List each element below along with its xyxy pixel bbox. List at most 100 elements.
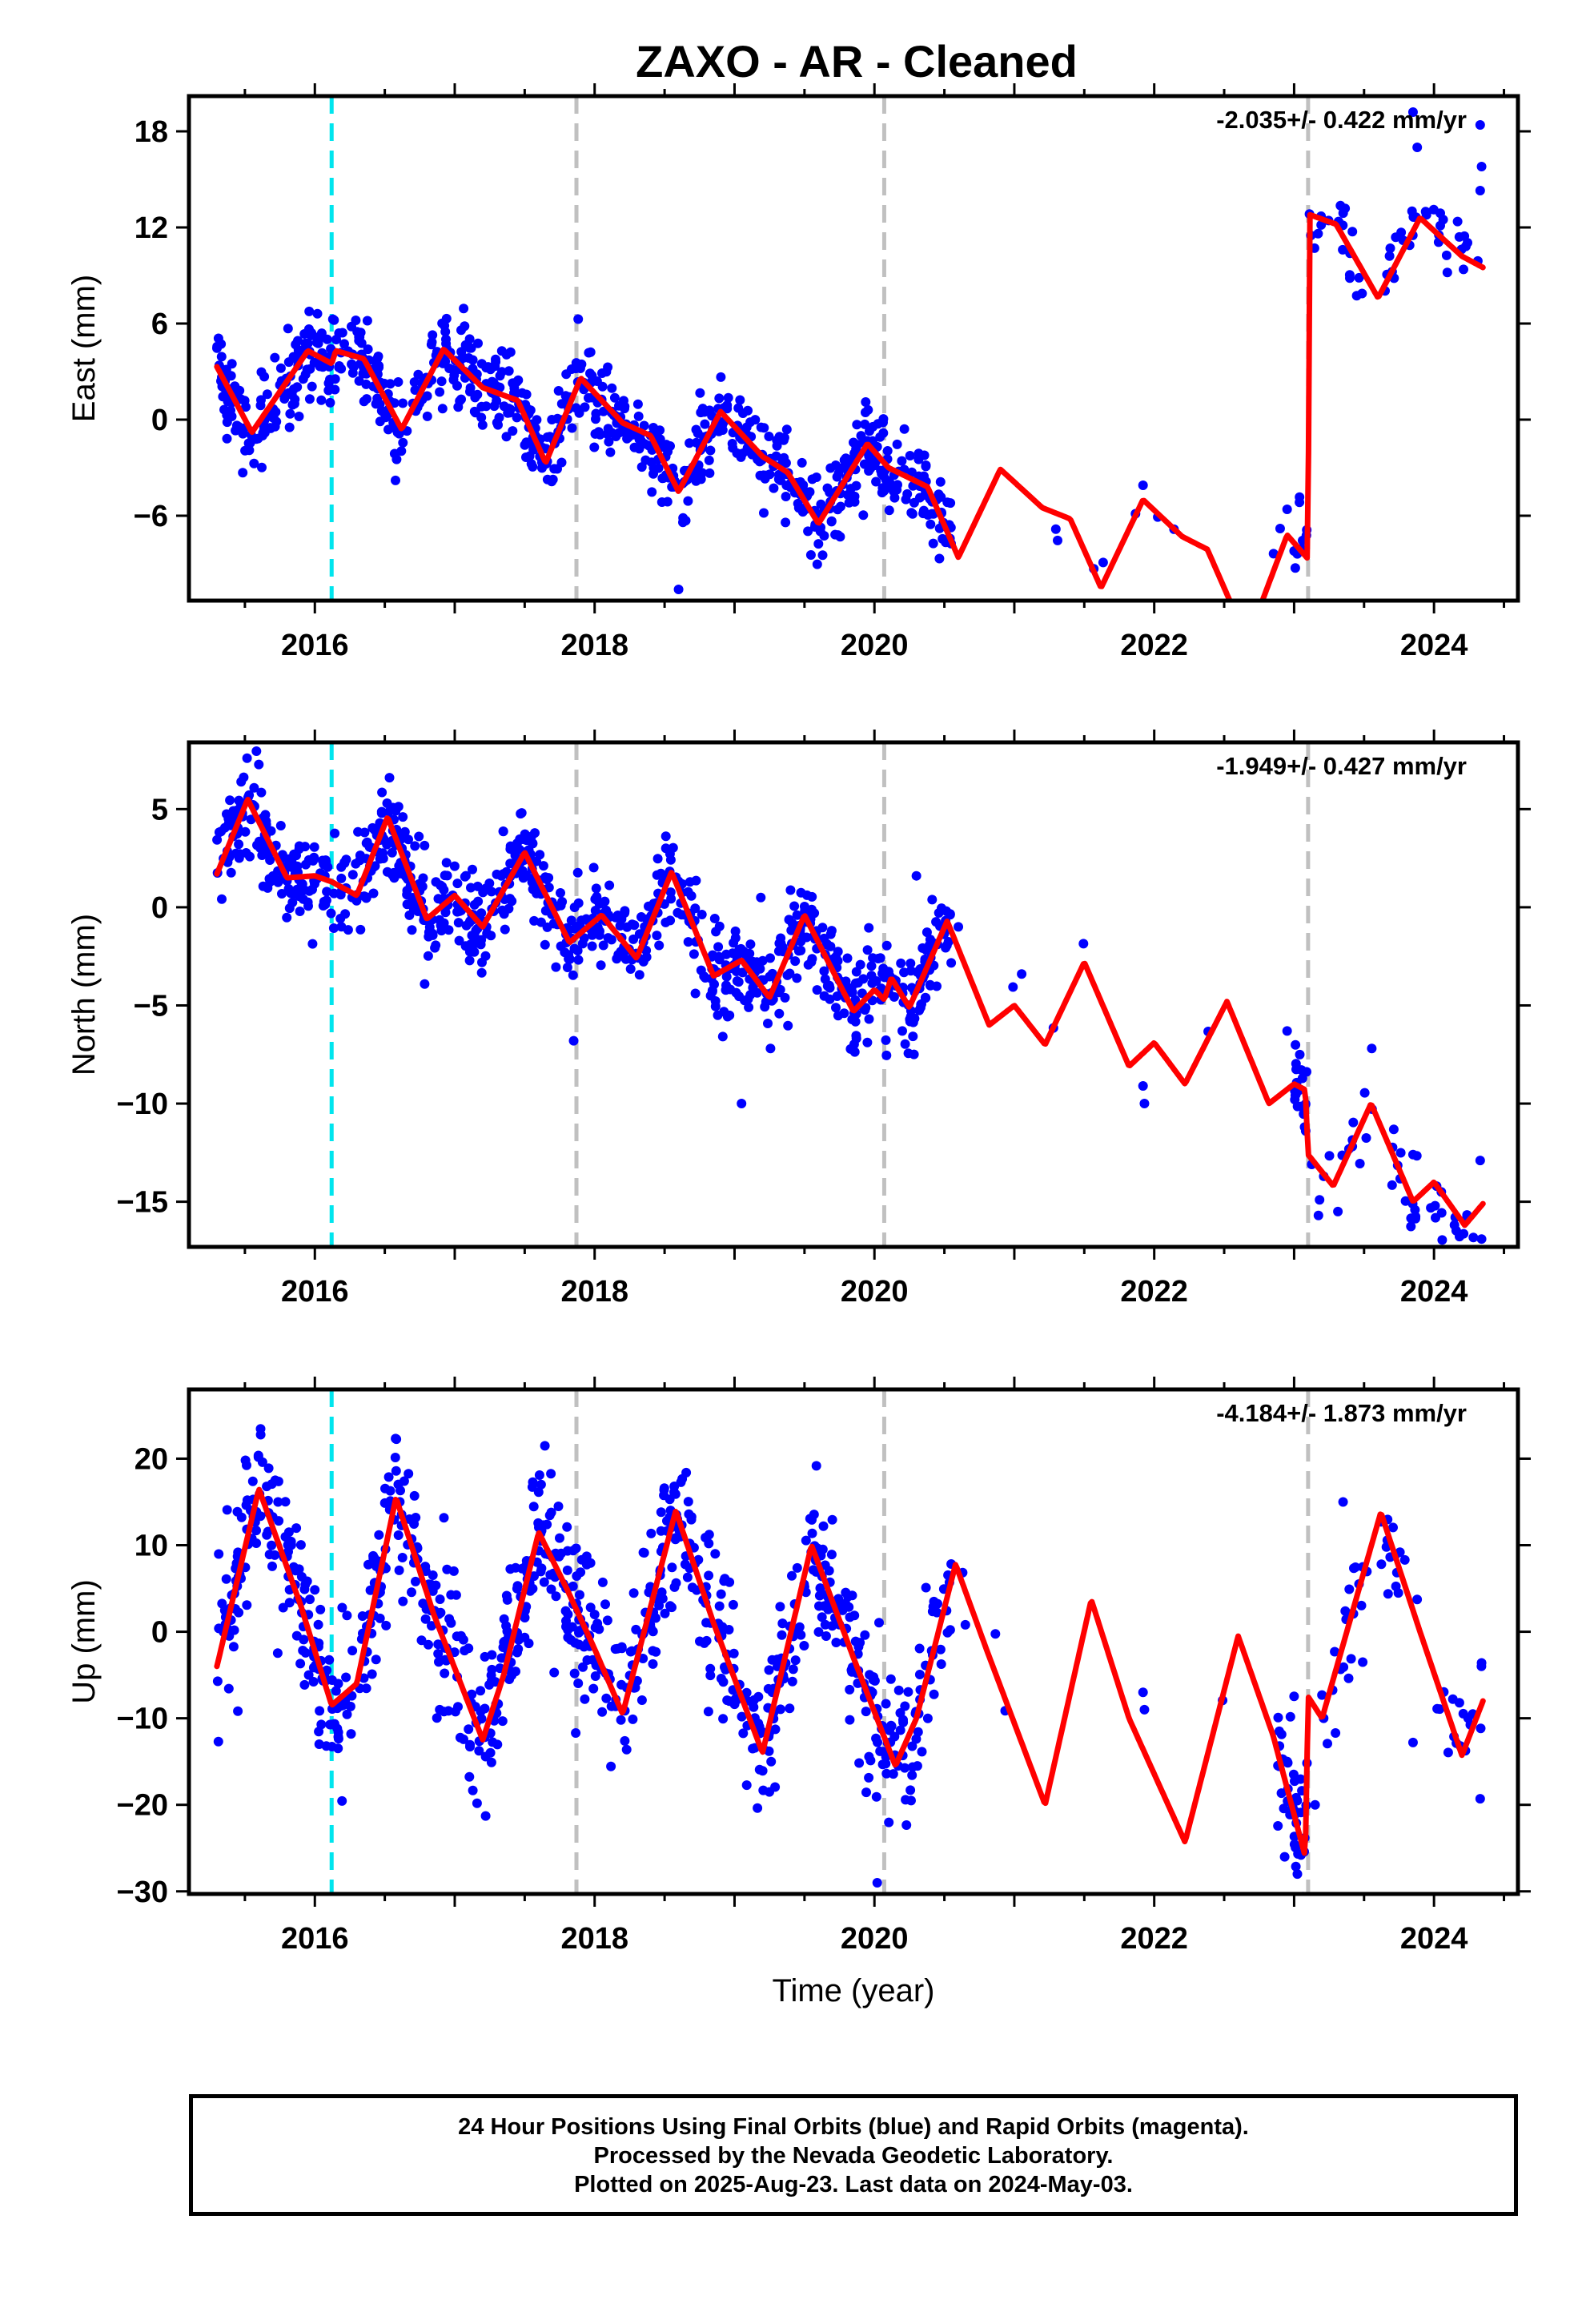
data-point [1338, 208, 1348, 219]
data-point [299, 1584, 310, 1594]
data-point [686, 1514, 697, 1525]
data-point [855, 959, 865, 970]
data-point [444, 1614, 455, 1624]
data-point [291, 340, 301, 350]
data-point [222, 417, 232, 428]
data-point [562, 963, 572, 972]
data-point [862, 945, 873, 955]
data-point [528, 461, 538, 472]
data-point [936, 1659, 946, 1669]
data-point [717, 1031, 728, 1042]
data-point [371, 399, 381, 409]
data-point [667, 1562, 677, 1573]
data-point [733, 403, 744, 413]
data-point [516, 809, 526, 819]
data-point [512, 1647, 522, 1658]
data-point [901, 1820, 912, 1830]
data-point [496, 367, 507, 377]
data-point [433, 894, 444, 904]
data-point [690, 903, 701, 914]
data-point [455, 1732, 465, 1743]
data-point [371, 358, 381, 368]
data-point [355, 924, 366, 935]
data-point [546, 1584, 556, 1594]
data-point [935, 1644, 946, 1655]
data-point [759, 423, 769, 433]
data-point [722, 404, 733, 414]
data-point [256, 787, 267, 798]
data-point [865, 456, 876, 466]
data-point [777, 1618, 788, 1629]
data-point [1435, 1704, 1445, 1715]
data-point [1268, 549, 1279, 559]
x-tick-label: 2024 [1400, 629, 1468, 662]
data-point [610, 1644, 620, 1655]
data-point [922, 1713, 933, 1723]
data-point [705, 468, 715, 478]
data-point [773, 946, 784, 956]
data-point [648, 1659, 658, 1669]
data-point [716, 1589, 726, 1599]
data-point [942, 1627, 953, 1638]
data-point [709, 914, 720, 923]
data-point [797, 457, 807, 468]
data-point [496, 1653, 507, 1663]
data-point [521, 452, 531, 462]
velocity-label: -2.035+/- 0.422 mm/yr [1216, 106, 1467, 134]
data-point [214, 827, 224, 838]
data-point [423, 951, 433, 961]
data-point [226, 867, 236, 878]
data-point [861, 408, 870, 417]
data-point [389, 398, 400, 408]
data-point [294, 412, 304, 421]
data-point [1295, 1049, 1305, 1059]
data-point [304, 306, 315, 316]
data-point [370, 1554, 379, 1564]
data-point [597, 1707, 608, 1717]
data-point [805, 550, 816, 560]
data-point [410, 841, 420, 851]
data-point [324, 1655, 335, 1665]
data-point [1359, 1088, 1370, 1098]
data-point [322, 887, 332, 897]
data-point [807, 954, 817, 964]
data-point [816, 499, 826, 509]
data-point [666, 894, 677, 904]
data-point [866, 961, 877, 971]
data-point [568, 1546, 578, 1556]
data-point [1296, 1065, 1307, 1076]
data-point [538, 861, 548, 871]
data-point [833, 505, 843, 515]
data-point [1476, 162, 1487, 171]
data-point [911, 870, 921, 881]
data-point [826, 517, 837, 527]
data-point [588, 1683, 599, 1694]
data-point [820, 1619, 830, 1630]
data-point [428, 1570, 438, 1580]
data-point [486, 887, 496, 897]
data-point [990, 1629, 1001, 1639]
y-tick-label: 0 [151, 891, 168, 925]
data-point [1139, 1704, 1150, 1715]
data-point [759, 508, 769, 518]
data-point [1289, 1839, 1299, 1850]
data-point [245, 438, 255, 448]
data-point [255, 400, 266, 411]
data-point [817, 550, 828, 561]
data-point [331, 1686, 341, 1696]
data-point [307, 381, 317, 392]
data-point [540, 906, 551, 916]
data-point [333, 1743, 343, 1754]
data-point [932, 981, 942, 991]
data-point [934, 553, 945, 564]
data-point [573, 314, 584, 324]
data-point [907, 1741, 917, 1751]
data-point [1476, 1658, 1487, 1668]
data-point [1050, 524, 1061, 534]
footer-line-2: Processed by the Nevada Geodetic Laborat… [593, 2143, 1114, 2169]
data-point [736, 452, 746, 462]
data-point [359, 396, 369, 407]
data-point [486, 1757, 496, 1767]
data-point [424, 1639, 433, 1650]
data-point [411, 1576, 420, 1586]
